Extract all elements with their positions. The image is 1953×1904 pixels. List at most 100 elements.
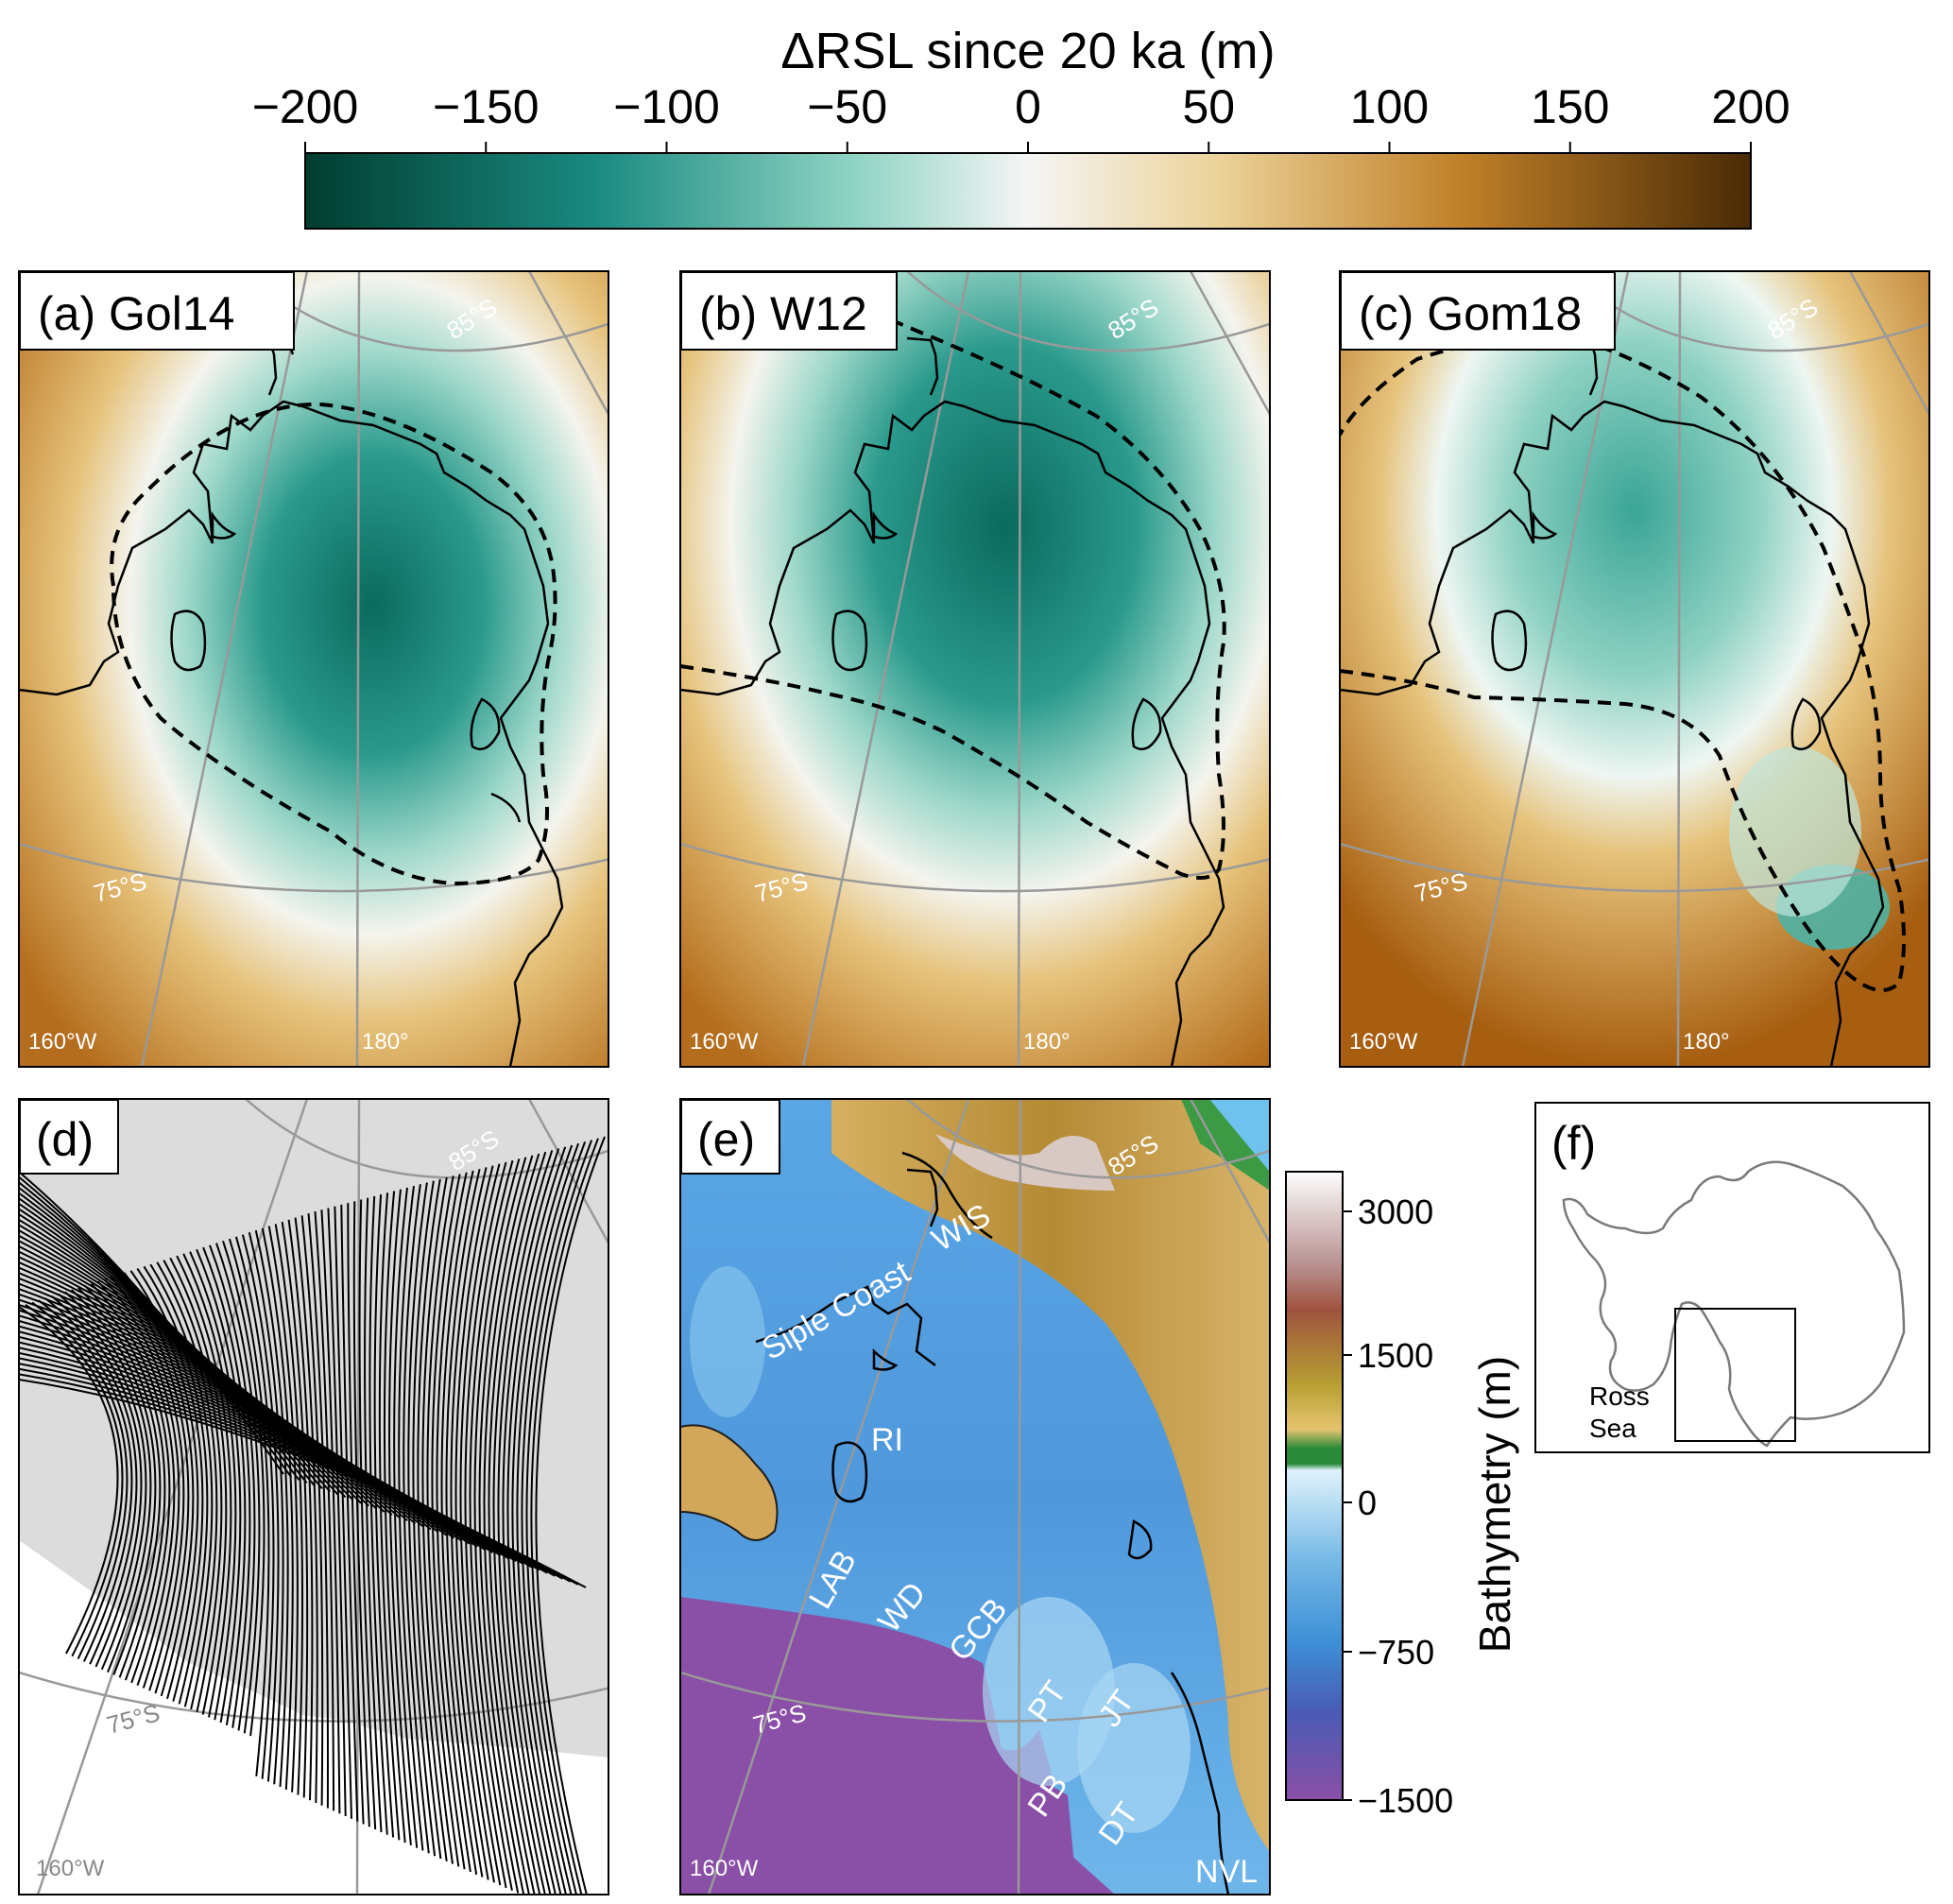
flowline bbox=[473, 1158, 521, 1894]
flowline bbox=[440, 1170, 478, 1875]
ross-sea-box bbox=[1674, 1308, 1796, 1442]
lon-160w-label-a: 160°W bbox=[28, 1029, 97, 1055]
ice-margin-contour-a bbox=[110, 402, 557, 886]
panel-f-inset: Ross Sea (f) bbox=[1534, 1102, 1930, 1453]
flowline bbox=[44, 1297, 138, 1665]
colorbar-title: ΔRSL since 20 ka (m) bbox=[780, 23, 1275, 79]
lon-180-label-c: 180° bbox=[1683, 1029, 1730, 1055]
colorbar-tick-label: −100 bbox=[613, 80, 720, 133]
colorbar-ticks: −200 −150 −100 −50 0 50 100 150 200 bbox=[252, 80, 1790, 153]
flowline bbox=[202, 1246, 251, 1728]
panel-b-map: 85°S 75°S 160°W 180° (b) W12 bbox=[679, 270, 1271, 1068]
colorbar-tick-label: −150 bbox=[433, 80, 540, 133]
colorbar-tick-label: 0 bbox=[1015, 80, 1041, 133]
panel-b-label-box bbox=[680, 271, 898, 351]
flowline bbox=[234, 1236, 275, 1779]
panel-a-label: (a) Gol14 bbox=[38, 287, 234, 340]
flowline bbox=[169, 1257, 228, 1715]
flowline bbox=[530, 1138, 599, 1895]
flowline bbox=[478, 1157, 527, 1895]
bathymetry-tick-label: 3000 bbox=[1358, 1192, 1433, 1231]
flowline bbox=[19, 1306, 119, 1655]
flowline bbox=[136, 1268, 204, 1702]
sea-label: Sea bbox=[1589, 1414, 1636, 1443]
flowline bbox=[511, 1144, 574, 1895]
flowline bbox=[51, 1295, 143, 1668]
flowline bbox=[182, 1253, 237, 1721]
flowline bbox=[497, 1150, 554, 1895]
panel-c-map: 85°S 75°S 160°W 180° (c) Gom18 bbox=[1339, 270, 1930, 1068]
flowline bbox=[525, 1140, 593, 1895]
panel-a-map: 85°S 75°S 160°W 180° (a) Gol14 bbox=[18, 270, 609, 1068]
panel-b-label: (b) W12 bbox=[699, 287, 867, 340]
flowline bbox=[426, 1175, 460, 1867]
bathymetry-tick-label: −1500 bbox=[1358, 1781, 1453, 1820]
panel-d-label: (d) bbox=[36, 1113, 94, 1166]
panel-c-label: (c) Gom18 bbox=[1359, 287, 1582, 340]
flowline bbox=[459, 1163, 502, 1886]
panel-e-label: (e) bbox=[697, 1113, 755, 1166]
flowline bbox=[483, 1155, 534, 1895]
bathymetry-tick-label: −750 bbox=[1358, 1633, 1434, 1672]
flowline bbox=[502, 1148, 560, 1895]
flowline bbox=[209, 1244, 256, 1731]
flowline bbox=[431, 1174, 466, 1870]
lon-160w-label-e: 160°W bbox=[690, 1856, 759, 1881]
flowline bbox=[176, 1255, 232, 1718]
colorbar-tick-label: −50 bbox=[807, 80, 887, 133]
rsl-colorbar: ΔRSL since 20 ka (m) −200 −150 −100 −50 0 50 1… bbox=[252, 23, 1790, 230]
panel-d-label-box bbox=[19, 1099, 119, 1175]
flowline bbox=[407, 1182, 437, 1857]
flowline bbox=[294, 1217, 318, 1804]
panel-e-label-box bbox=[680, 1099, 780, 1175]
flowline bbox=[25, 1303, 124, 1657]
flowline bbox=[287, 1219, 314, 1801]
flowline bbox=[156, 1261, 218, 1710]
flowline bbox=[215, 1243, 261, 1734]
flowline bbox=[281, 1221, 309, 1798]
panel-a-label-box bbox=[19, 271, 295, 351]
lon-160w-label-d: 160°W bbox=[36, 1856, 105, 1881]
bathymetry-ramp bbox=[1285, 1171, 1344, 1801]
flowline bbox=[241, 1234, 280, 1782]
flowline bbox=[421, 1176, 454, 1864]
flowline bbox=[196, 1248, 247, 1725]
flowline bbox=[19, 1379, 587, 1588]
colorbar-tick-label: −200 bbox=[252, 80, 359, 133]
bathymetry-colorbar: 3000 1500 0 −750 −1500 Bathymetry (m) bbox=[1285, 1171, 1519, 1820]
flowline bbox=[398, 1185, 424, 1851]
panel-c-label-box bbox=[1340, 271, 1616, 351]
place-ri: RI bbox=[871, 1422, 903, 1458]
flowline bbox=[535, 1136, 606, 1895]
flowline bbox=[469, 1159, 514, 1891]
panel-f-label: (f) bbox=[1551, 1117, 1596, 1170]
flowline bbox=[222, 1240, 266, 1737]
flowline bbox=[454, 1165, 495, 1883]
flowline bbox=[464, 1161, 507, 1889]
flowline bbox=[436, 1172, 471, 1873]
colorbar-tick-label: 200 bbox=[1711, 80, 1790, 133]
rsl-field-b bbox=[680, 271, 1270, 1067]
bathymetry-tick-label: 0 bbox=[1358, 1484, 1377, 1522]
panel-d-map: 85°S 75°S 160°W (d) bbox=[18, 1098, 609, 1895]
flowline bbox=[149, 1263, 214, 1707]
lon-180-label-a: 180° bbox=[362, 1029, 409, 1055]
ross-label: Ross bbox=[1589, 1381, 1650, 1411]
flowline bbox=[488, 1153, 540, 1895]
rsl-field-a bbox=[19, 271, 608, 1067]
lon-160w-label-c: 160°W bbox=[1349, 1029, 1418, 1055]
flowline bbox=[90, 1282, 171, 1684]
antarctica-outline bbox=[1562, 1160, 1906, 1448]
ice-flowlines-d bbox=[19, 1136, 606, 1895]
bathymetry-tick-label: 1500 bbox=[1358, 1336, 1433, 1375]
flowline bbox=[143, 1265, 209, 1705]
flowline bbox=[521, 1141, 587, 1895]
flowline bbox=[228, 1238, 270, 1777]
bathymetry-title: Bathymetry (m) bbox=[1470, 1356, 1519, 1653]
flowline bbox=[492, 1151, 547, 1895]
flowline bbox=[393, 1187, 419, 1848]
flowline bbox=[506, 1146, 567, 1895]
colorbar-tick-label: 50 bbox=[1182, 80, 1235, 133]
flowline bbox=[248, 1232, 284, 1785]
